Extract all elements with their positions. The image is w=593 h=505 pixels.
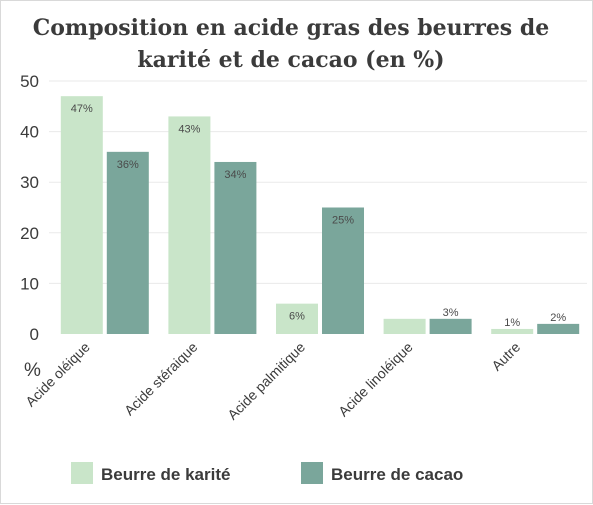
y-axis: 0 10 20 30 40 50 — [20, 72, 39, 344]
x-tick-label: Acide palmitique — [224, 339, 308, 423]
data-labels: 47% 36% 43% 34% 6% 25% 3% 1% 2% — [71, 103, 567, 329]
y-tick-label: 30 — [20, 173, 39, 192]
y-tick-label: 50 — [20, 72, 39, 91]
y-tick-label: 0 — [30, 325, 39, 344]
data-label: 36% — [117, 159, 139, 171]
x-tick-label: Autre — [488, 339, 523, 374]
x-tick-label: Acide stéraique — [121, 339, 201, 419]
y-axis-unit: % — [24, 360, 41, 381]
data-label: 1% — [504, 317, 520, 329]
legend-label: Beurre de karité — [101, 465, 230, 484]
y-tick-label: 20 — [20, 224, 39, 243]
data-label: 2% — [550, 312, 566, 324]
bar-karite — [60, 96, 103, 335]
bar-karite — [276, 303, 318, 334]
data-label: 25% — [332, 215, 354, 227]
legend: Beurre de karité Beurre de cacao — [71, 462, 463, 484]
data-label: 6% — [289, 311, 305, 323]
x-tick-label: Acide linoléique — [335, 339, 416, 420]
legend-swatch — [301, 462, 323, 484]
y-tick-label: 10 — [20, 274, 39, 293]
legend-swatch — [71, 462, 93, 484]
data-label: 3% — [443, 307, 459, 319]
bars — [60, 96, 580, 335]
bar-karite — [383, 318, 426, 334]
bar-karite — [491, 328, 534, 334]
chart-title-line-1: Composition en acide gras des beurres de — [33, 15, 549, 41]
data-label: 43% — [178, 123, 200, 135]
bar-cacao — [106, 151, 149, 334]
bar-cacao — [429, 318, 472, 334]
bar-cacao — [322, 207, 364, 334]
bar-karite — [168, 116, 211, 334]
legend-label: Beurre de cacao — [331, 465, 463, 484]
y-tick-label: 40 — [20, 123, 39, 142]
chart-title-line-2: karité et de cacao (en %) — [137, 47, 444, 73]
x-axis: Acide oléique Acide stéraique Acide palmit… — [22, 339, 523, 423]
bar-cacao — [537, 323, 580, 334]
bar-cacao — [214, 161, 257, 334]
data-label: 47% — [71, 103, 93, 115]
data-label: 34% — [224, 169, 246, 181]
